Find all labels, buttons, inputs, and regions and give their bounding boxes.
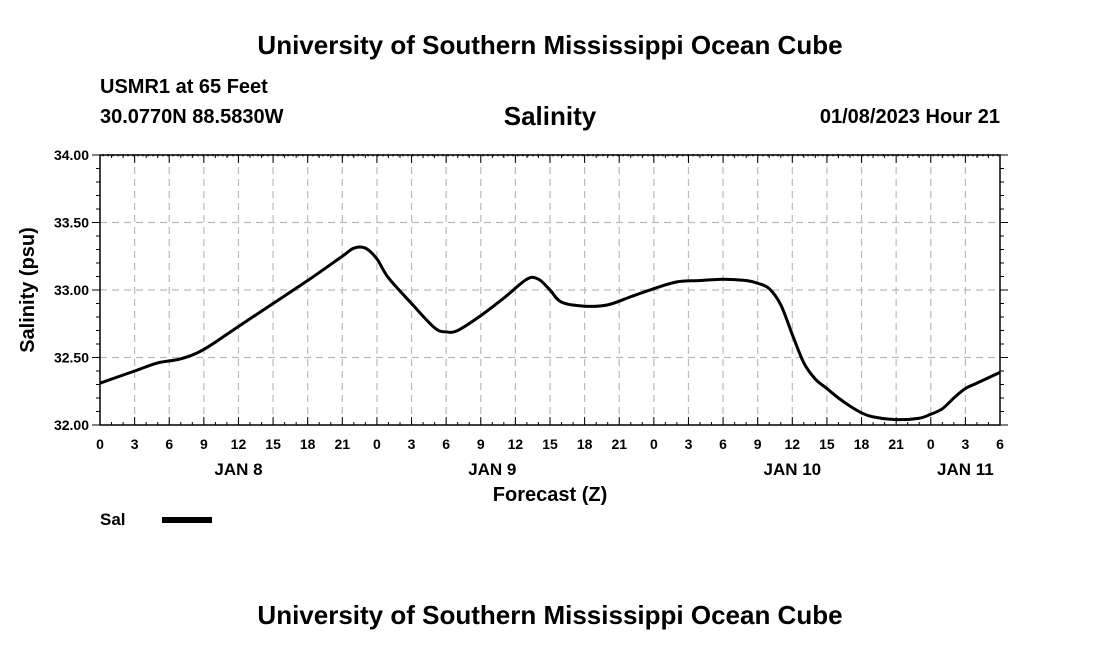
x-tick-label: 9: [477, 436, 485, 452]
station-label: USMR1 at 65 Feet: [100, 76, 268, 98]
x-tick-label: 0: [373, 436, 381, 452]
x-tick-label: 9: [200, 436, 208, 452]
x-tick-label: 21: [888, 436, 904, 452]
footer-title: University of Southern Mississippi Ocean…: [257, 600, 843, 630]
x-tick-label: 3: [131, 436, 139, 452]
grid-lines: [100, 155, 1000, 425]
forecast-datetime: 01/08/2023 Hour 21: [819, 106, 1000, 128]
x-tick-label: 6: [165, 436, 173, 452]
day-label: JAN 9: [468, 460, 516, 479]
x-tick-label: 6: [719, 436, 727, 452]
coordinates-label: 30.0770N 88.5830W: [100, 106, 284, 128]
x-tick-label: 12: [785, 436, 801, 452]
x-tick-label: 12: [508, 436, 524, 452]
series-layer: [99, 245, 1001, 422]
y-tick-label: 33.00: [54, 282, 89, 298]
page-title: University of Southern Mississippi Ocean…: [257, 30, 843, 60]
legend-swatch: [162, 517, 212, 523]
y-tick-label: 34.00: [54, 147, 89, 163]
y-tick-label: 33.50: [54, 215, 89, 231]
y-axis-title: Salinity (psu): [17, 227, 39, 353]
x-tick-label: 21: [335, 436, 351, 452]
x-axis-title: Forecast (Z): [493, 484, 607, 506]
x-tick-label: 0: [927, 436, 935, 452]
x-tick-label: 18: [577, 436, 593, 452]
y-tick-labels: 32.00 32.50 33.00 33.50 34.00: [54, 147, 89, 433]
x-tick-label: 0: [96, 436, 104, 452]
day-labels: JAN 8 JAN 9 JAN 10 JAN 11: [214, 460, 993, 479]
y-tick-label: 32.50: [54, 350, 89, 366]
x-tick-label: 0: [650, 436, 658, 452]
y-tick-label: 32.00: [54, 417, 89, 433]
x-tick-label: 9: [754, 436, 762, 452]
plot-frame: [99, 154, 1001, 426]
day-label: JAN 11: [937, 460, 994, 479]
day-label: JAN 8: [214, 460, 262, 479]
x-tick-label: 15: [542, 436, 558, 452]
x-tick-label: 3: [961, 436, 969, 452]
x-tick-label: 21: [611, 436, 627, 452]
x-tick-label: 15: [265, 436, 281, 452]
x-tick-labels: 0 3 6 9 12 15 18 21 0 3 6 9 12 15 18 21 0 3 6 9 12 15 18 21 0 3 6: [96, 436, 1004, 452]
x-tick-label: 18: [300, 436, 316, 452]
x-tick-label: 18: [854, 436, 870, 452]
x-tick-label: 6: [996, 436, 1004, 452]
salinity-series-line: [99, 245, 1001, 422]
x-tick-label: 15: [819, 436, 835, 452]
chart-title: Salinity: [503, 101, 597, 131]
x-tick-label: 3: [685, 436, 693, 452]
x-tick-label: 3: [408, 436, 416, 452]
legend-label: Sal: [100, 510, 126, 529]
day-label: JAN 10: [763, 460, 821, 479]
x-tick-label: 12: [231, 436, 247, 452]
x-tick-label: 6: [442, 436, 450, 452]
